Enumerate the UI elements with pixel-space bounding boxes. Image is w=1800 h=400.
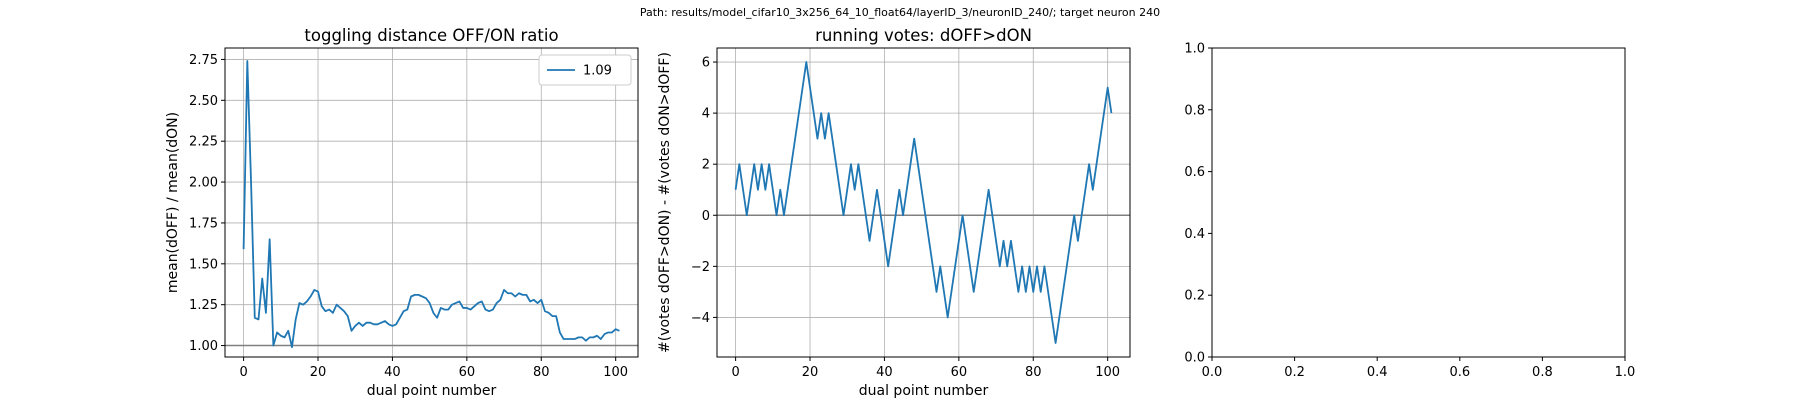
- y-tick-label: −4: [691, 311, 710, 326]
- axes-frame: [716, 47, 1131, 358]
- x-tick-label: 0.2: [1284, 365, 1305, 380]
- x-tick-label: 0.4: [1367, 365, 1388, 380]
- y-tick-label: 0.4: [1184, 227, 1205, 242]
- y-axis-label: #(votes dOFF>dON) - #(votes dON>dOFF): [657, 52, 673, 353]
- y-tick-label: 0: [702, 209, 710, 224]
- y-tick-label: −2: [691, 260, 710, 275]
- x-tick-label: 0.0: [1202, 365, 1223, 380]
- y-tick-label: 0.6: [1184, 165, 1205, 180]
- axes-frame: [224, 47, 639, 358]
- legend: 1.09: [538, 54, 632, 86]
- y-tick-label: 4: [702, 107, 710, 122]
- x-tick-label: 60: [951, 365, 968, 380]
- x-tick-label: 0: [239, 365, 247, 380]
- x-axis-label: dual point number: [859, 383, 989, 399]
- y-tick-label: 1.25: [189, 298, 218, 313]
- x-tick-label: 80: [1025, 365, 1042, 380]
- y-tick-label: 6: [702, 56, 710, 71]
- x-tick-label: 60: [459, 365, 476, 380]
- chart-title: running votes: dOFF>dON: [815, 26, 1032, 45]
- x-tick-label: 0: [731, 365, 739, 380]
- y-tick-label: 1.00: [189, 339, 218, 354]
- y-tick-label: 0.0: [1184, 351, 1205, 366]
- y-axis-label: mean(dOFF) / mean(dON): [165, 112, 181, 293]
- x-tick-label: 0.6: [1449, 365, 1470, 380]
- y-tick-label: 2.75: [189, 53, 218, 68]
- x-tick-label: 40: [384, 365, 401, 380]
- y-tick-label: 2.25: [189, 135, 218, 150]
- x-tick-label: 40: [876, 365, 893, 380]
- y-tick-label: 2.00: [189, 176, 218, 191]
- y-tick-label: 2.50: [189, 94, 218, 109]
- x-tick-label: 80: [533, 365, 550, 380]
- x-axis-label: dual point number: [367, 383, 497, 399]
- y-tick-label: 1.75: [189, 216, 218, 231]
- series-line: [242, 60, 620, 349]
- axes-frame: [1211, 47, 1626, 358]
- x-tick-label: 20: [310, 365, 327, 380]
- series-line: [734, 61, 1113, 344]
- charts-container: 0 20 40 60 80 1001.001.251.501.752.002.252.50…: [165, 26, 1635, 399]
- y-tick-label: 1.0: [1184, 42, 1205, 57]
- chart-3: 0.0 0.2 0.4 0.6 0.8 1.0 0.0 0.2 0.4 0.6 0.8 1.0: [1184, 42, 1635, 381]
- y-tick-label: 0.8: [1184, 103, 1205, 118]
- legend-entry-label: 1.09: [583, 64, 612, 79]
- x-tick-label: 1.0: [1615, 365, 1636, 380]
- legend-box: [538, 54, 632, 86]
- y-tick-label: 2: [702, 158, 710, 173]
- y-tick-label: 1.50: [189, 257, 218, 272]
- x-tick-label: 100: [1095, 365, 1120, 380]
- y-tick-label: 0.2: [1184, 289, 1205, 304]
- chart-2: 0 20 40 60 80 100 −4 −2 0 2 4 6 running votes: dOFF>…: [657, 26, 1131, 399]
- x-tick-label: 20: [802, 365, 819, 380]
- chart-title: toggling distance OFF/ON ratio: [304, 26, 558, 45]
- x-tick-label: 0.8: [1532, 365, 1553, 380]
- chart-1: 0 20 40 60 80 100 1.00 1.25 1.50 1.75 2.00 2.25 2.50…: [165, 26, 639, 399]
- figure-suptitle: Path: results/model_cifar10_3x256_64_10_…: [640, 6, 1160, 19]
- x-tick-label: 100: [603, 365, 628, 380]
